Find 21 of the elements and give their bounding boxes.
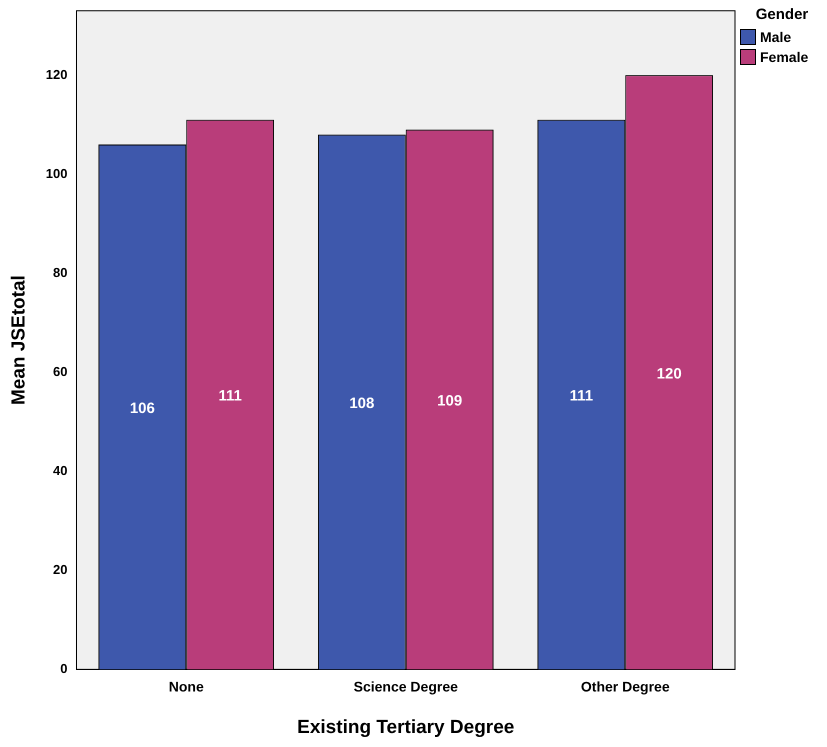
data-label: 111 (218, 388, 242, 405)
legend-label: Female (760, 49, 808, 65)
y-tick-label: 120 (46, 66, 68, 82)
data-label: 108 (349, 395, 374, 412)
x-tick-label: Other Degree (580, 678, 670, 695)
x-axis-title: Existing Tertiary Degree (297, 716, 514, 738)
data-label: 111 (570, 388, 594, 405)
data-label: 106 (130, 400, 155, 418)
y-tick-label: 100 (46, 166, 68, 181)
legend-title: Gender (754, 6, 810, 23)
data-label: 109 (437, 392, 462, 410)
y-tick-label: 0 (60, 660, 68, 676)
y-tick-label: 80 (53, 264, 68, 280)
y-tick-label: 20 (53, 562, 68, 577)
y-tick-label: 40 (53, 462, 68, 478)
x-tick-label: None (168, 678, 204, 695)
y-axis-title: Mean JSEtotal (8, 275, 30, 406)
y-tick-label: 60 (53, 364, 68, 379)
x-tick-label: Science Degree (354, 678, 458, 695)
legend-label: Male (760, 29, 792, 45)
data-label: 120 (656, 365, 682, 382)
